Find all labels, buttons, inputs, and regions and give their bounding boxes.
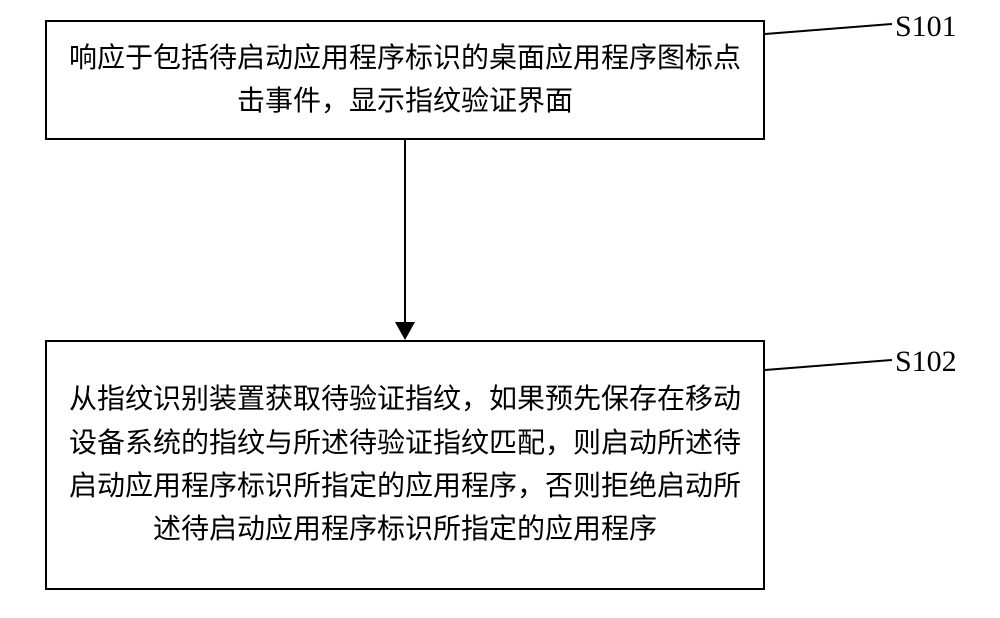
flow-step-2: 从指纹识别装置获取待验证指纹，如果预先保存在移动设备系统的指纹与所述待验证指纹匹… [45, 340, 765, 590]
flow-arrow-1-2-head [395, 322, 415, 340]
flow-step-1: 响应于包括待启动应用程序标识的桌面应用程序图标点击事件，显示指纹验证界面 [45, 20, 765, 140]
step-label-s101: S101 [895, 10, 957, 44]
flow-step-1-text: 响应于包括待启动应用程序标识的桌面应用程序图标点击事件，显示指纹验证界面 [67, 37, 743, 124]
flow-arrow-1-2 [404, 140, 406, 325]
step-label-s102: S102 [895, 345, 957, 379]
flow-step-2-text: 从指纹识别装置获取待验证指纹，如果预先保存在移动设备系统的指纹与所述待验证指纹匹… [67, 378, 743, 552]
